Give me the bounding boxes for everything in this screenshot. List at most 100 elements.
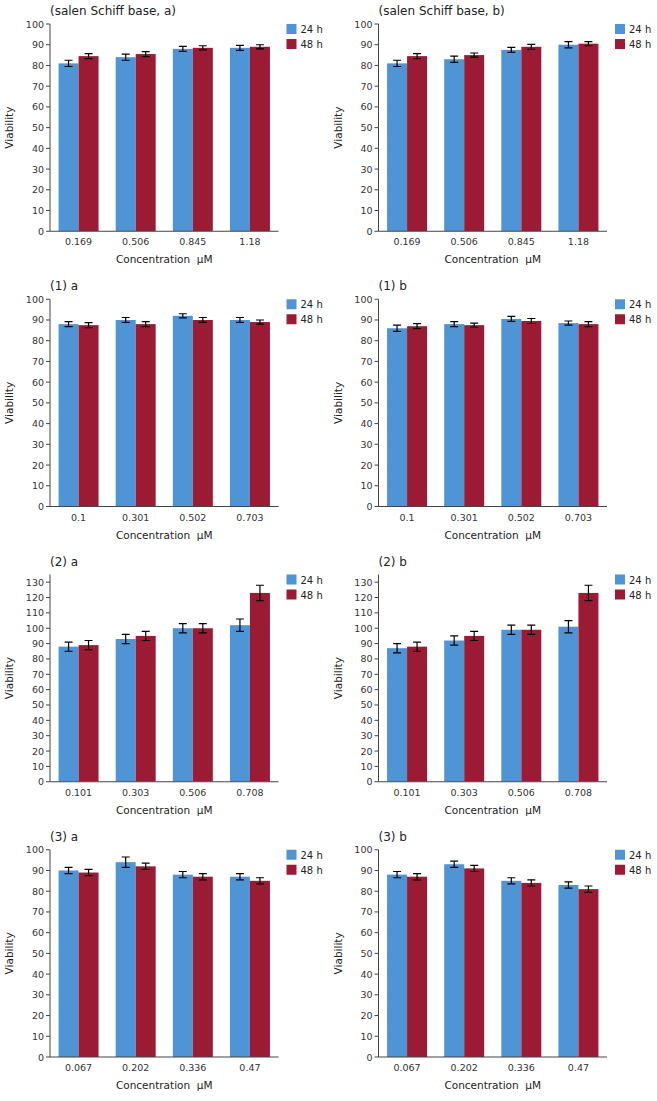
y-tick [375, 751, 379, 752]
legend-swatch [287, 314, 297, 324]
legend-label: 24 h [301, 24, 323, 35]
error-cap [199, 623, 207, 624]
title: (1) b [379, 279, 407, 293]
x-axis [50, 781, 279, 782]
panel: (3) b01020304050607080901000.0670.2020.3… [332, 830, 652, 1091]
y-tick [46, 148, 50, 149]
error-bar [507, 316, 515, 321]
error-stem [259, 320, 260, 324]
error-bar [65, 867, 73, 873]
legend-swatch [287, 299, 297, 309]
legend-swatch [287, 850, 297, 860]
y-tick-label: 80 [32, 653, 44, 664]
bar [578, 324, 598, 506]
legend-swatch [287, 575, 297, 585]
y-tick [375, 231, 379, 232]
y-tick [46, 106, 50, 107]
error-bar [393, 325, 401, 331]
bar [464, 636, 484, 782]
y-tick [46, 210, 50, 211]
y-tick [46, 465, 50, 466]
y-tick [375, 340, 379, 341]
error-stem [202, 874, 203, 880]
bar [407, 56, 427, 231]
y-tick-label: 10 [32, 205, 44, 216]
y-tick-label: 120 [354, 592, 372, 603]
error-stem [511, 878, 512, 884]
y-tick [375, 674, 379, 675]
bar [136, 54, 156, 231]
y-tick [46, 86, 50, 87]
error-cap [527, 885, 535, 886]
error-cap [564, 620, 572, 621]
y-tick-label: 60 [360, 927, 372, 938]
y-tick-label: 90 [360, 865, 372, 876]
y-tick [46, 485, 50, 486]
x-axis-label: Concentration μM [116, 804, 213, 816]
bar [501, 881, 521, 1057]
bar [79, 56, 99, 231]
x-tick-label: 0.502 [179, 512, 206, 523]
error-cap [122, 317, 130, 318]
y-tick-label: 130 [26, 577, 44, 588]
error-cap [584, 585, 592, 586]
error-cap [199, 317, 207, 318]
x-axis [50, 1057, 279, 1058]
y-tick-label: 0 [38, 226, 44, 237]
error-stem [202, 46, 203, 50]
error-cap [450, 645, 458, 646]
y-tick-label: 30 [32, 164, 44, 175]
y-tick [46, 582, 50, 583]
error-bar [584, 585, 592, 600]
error-cap [584, 321, 592, 322]
y-axis [378, 575, 379, 782]
error-stem [396, 644, 397, 653]
y-tick-label: 60 [360, 684, 372, 695]
y-tick-label: 40 [32, 715, 44, 726]
error-bar [564, 882, 572, 888]
error-stem [416, 642, 417, 651]
error-bar [142, 52, 150, 57]
error-bar [65, 322, 73, 327]
y-tick [375, 423, 379, 424]
bar [464, 868, 484, 1057]
bar [116, 57, 136, 231]
y-tick-label: 80 [32, 60, 44, 71]
y-tick [375, 911, 379, 912]
error-cap [527, 49, 535, 50]
bar [136, 324, 156, 506]
error-cap [142, 640, 150, 641]
y-tick-label: 110 [354, 607, 372, 618]
error-cap [179, 51, 187, 52]
bar [173, 316, 193, 507]
error-bar [85, 323, 93, 328]
error-cap [236, 45, 244, 46]
error-stem [259, 45, 260, 49]
error-cap [507, 52, 515, 53]
error-stem [454, 322, 455, 327]
error-cap [85, 58, 93, 59]
error-cap [564, 325, 572, 326]
x-tick-label: 0.506 [179, 787, 206, 798]
y-tick [46, 628, 50, 629]
y-tick [46, 382, 50, 383]
error-cap [122, 867, 130, 868]
error-bar [85, 641, 93, 650]
error-bar [450, 56, 458, 62]
y-tick-label: 40 [32, 969, 44, 980]
error-cap [236, 322, 244, 323]
y-tick-label: 100 [354, 294, 372, 305]
y-tick [46, 597, 50, 598]
error-cap [256, 319, 264, 320]
y-tick-label: 40 [32, 143, 44, 154]
error-cap [65, 873, 73, 874]
legend-label: 48 h [629, 865, 651, 876]
error-cap [393, 877, 401, 878]
y-tick-label: 0 [366, 776, 372, 787]
bar [521, 883, 541, 1057]
error-cap [507, 883, 515, 884]
error-bar [122, 317, 130, 322]
error-cap [256, 48, 264, 49]
error-cap [393, 331, 401, 332]
error-cap [65, 66, 73, 67]
